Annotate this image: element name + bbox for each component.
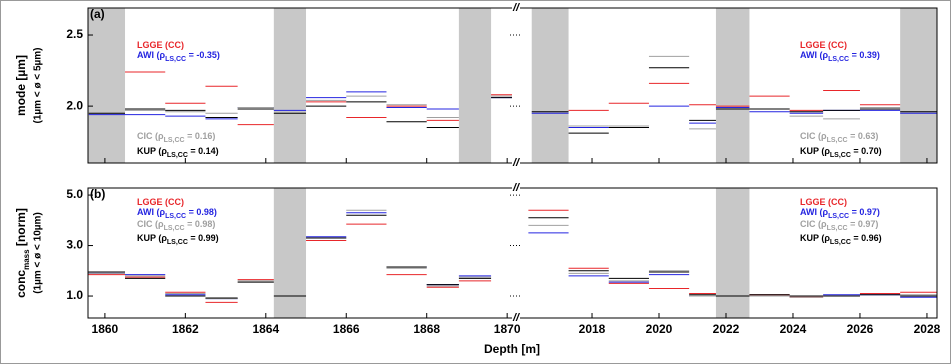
x-tick-label: 1864 [252, 322, 279, 336]
x-tick-label: 1868 [413, 322, 440, 336]
legend-sub: LS,CC [167, 152, 188, 159]
axis-break: // [512, 312, 521, 324]
legend-entry: CIC (ρLS,CC = 0.98) [137, 219, 215, 232]
legend-text: = -0.35) [186, 50, 220, 60]
axis-break: // [512, 182, 521, 194]
y-axis-label: mode [µm] [14, 55, 28, 116]
legend-text: CIC (ρ [800, 131, 827, 141]
legend-entry: CIC (ρLS,CC = 0.97) [800, 219, 878, 232]
missing-band [273, 188, 307, 318]
y-label-unit: [norm] [14, 208, 28, 249]
legend-text: LGGE (CC) [800, 40, 847, 50]
legend-text: = 0.97) [849, 207, 880, 217]
y-tick-label: 2.0 [66, 98, 83, 112]
panel-label: (a) [90, 7, 105, 21]
x-axis-label: Depth [m] [484, 342, 540, 356]
legend-entry: KUP (ρLS,CC = 0.99) [137, 233, 219, 246]
missing-band [531, 8, 569, 163]
legend-text: = 0.98) [186, 207, 217, 217]
legend-text: = 0.63) [848, 131, 879, 141]
legend-sub: LS,CC [164, 137, 185, 144]
legend-text: AWI (ρ [137, 50, 165, 60]
legend-sub: LS,CC [828, 56, 849, 63]
axis-break: // [512, 157, 521, 169]
legend-text: = 0.98) [185, 219, 216, 229]
x-tick-label: 2020 [646, 322, 673, 336]
legend-entry: KUP (ρLS,CC = 0.96) [800, 233, 882, 246]
legend-text: KUP (ρ [137, 146, 167, 156]
legend-text: CIC (ρ [800, 219, 827, 229]
legend-sub: LS,CC [165, 213, 186, 220]
legend-text: KUP (ρ [137, 233, 167, 243]
x-tick-label: 1870 [494, 322, 521, 336]
legend-sub: LS,CC [828, 213, 849, 220]
legend-text: KUP (ρ [800, 233, 830, 243]
legend-entry: KUP (ρLS,CC = 0.70) [800, 146, 882, 159]
legend-text: = 0.39) [849, 50, 880, 60]
x-tick-label: 1860 [92, 322, 119, 336]
legend-sub: LS,CC [830, 152, 851, 159]
legend-entry: CIC (ρLS,CC = 0.63) [800, 131, 878, 144]
panel-label: (b) [90, 187, 105, 201]
y-label-sub: mass [22, 249, 31, 270]
y-label-main: conc [14, 270, 28, 298]
missing-band [715, 8, 750, 163]
legend-text: LGGE (CC) [137, 40, 184, 50]
legend-sub: LS,CC [827, 225, 848, 232]
legend-sub: LS,CC [830, 239, 851, 246]
missing-band [88, 8, 126, 163]
x-tick-label: 2026 [847, 322, 874, 336]
legend-text: = 0.99) [188, 233, 219, 243]
legend-text: LGGE (CC) [800, 197, 847, 207]
y-tick-label: 1.0 [66, 288, 83, 302]
axis-break: // [512, 2, 521, 14]
y-tick-label: 3.0 [66, 238, 83, 252]
legend-entry: AWI (ρLS,CC = -0.35) [137, 50, 220, 63]
break-gap [512, 184, 520, 322]
legend-entry: AWI (ρLS,CC = 0.39) [800, 50, 880, 63]
legend-sub: LS,CC [164, 225, 185, 232]
legend-entry: KUP (ρLS,CC = 0.14) [137, 146, 219, 159]
legend-text: AWI (ρ [800, 207, 828, 217]
legend-entry: CIC (ρLS,CC = 0.16) [137, 131, 215, 144]
legend-text: = 0.70) [851, 146, 882, 156]
legend-text: = 0.97) [848, 219, 879, 229]
legend-entry: AWI (ρLS,CC = 0.98) [137, 207, 217, 220]
missing-band [715, 188, 750, 318]
x-tick-label: 2024 [780, 322, 807, 336]
legend-entry: LGGE (CC) [800, 197, 847, 207]
legend-sub: LS,CC [167, 239, 188, 246]
legend-text: = 0.14) [188, 146, 219, 156]
x-tick-label: 1866 [333, 322, 360, 336]
missing-band [273, 8, 307, 163]
y-axis-label: concmass [norm] [14, 208, 30, 298]
legend-text: CIC (ρ [137, 219, 164, 229]
missing-band [900, 8, 937, 163]
legend-entry: LGGE (CC) [137, 40, 184, 50]
legend-entry: LGGE (CC) [800, 40, 847, 50]
legend-sub: LS,CC [827, 137, 848, 144]
x-tick-label: 1862 [172, 322, 199, 336]
legend-sub: LS,CC [165, 56, 186, 63]
legend-text: AWI (ρ [137, 207, 165, 217]
legend-text: AWI (ρ [800, 50, 828, 60]
x-tick-label: 2018 [579, 322, 606, 336]
legend-text: = 0.16) [185, 131, 216, 141]
y-axis-range: (1µm < ø < 5µm) [33, 48, 44, 124]
x-tick-label: 2028 [914, 322, 941, 336]
y-tick-label: 2.5 [66, 27, 83, 41]
legend-entry: LGGE (CC) [137, 197, 184, 207]
y-label-main: mode [µm] [14, 55, 28, 116]
legend-text: CIC (ρ [137, 131, 164, 141]
x-tick-label: 2022 [713, 322, 740, 336]
legend-text: LGGE (CC) [137, 197, 184, 207]
y-axis-range: (1µm < ø < 10µm) [33, 212, 44, 294]
y-tick-label: 5.0 [66, 187, 83, 201]
legend-text: = 0.96) [851, 233, 882, 243]
legend-entry: AWI (ρLS,CC = 0.97) [800, 207, 880, 220]
legend-text: KUP (ρ [800, 146, 830, 156]
break-gap [512, 4, 520, 167]
missing-band [458, 8, 492, 163]
